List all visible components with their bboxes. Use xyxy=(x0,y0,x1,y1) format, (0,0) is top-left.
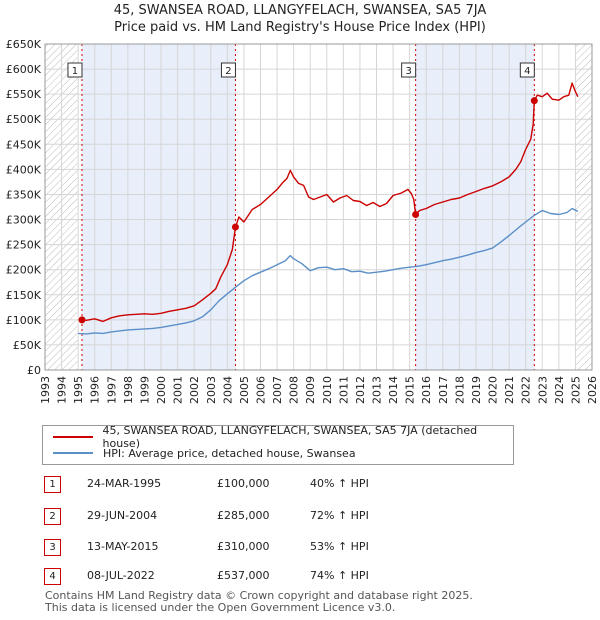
x-tick-label: 2010 xyxy=(321,376,334,404)
sale-label-number: 2 xyxy=(225,66,231,77)
sale-label-box xyxy=(67,62,83,78)
x-tick-label: 1999 xyxy=(138,376,151,404)
price-chart: 1 2 3 4 £0 £50K £100K £150K £200K £250K £300K £350… xyxy=(6,38,599,404)
x-tick-label: 1995 xyxy=(72,376,85,404)
x-tick-label: 2017 xyxy=(437,376,450,404)
x-tick-label: 2014 xyxy=(387,376,400,404)
sale-number-badge: 2 xyxy=(44,508,61,525)
y-tick-label: £0 xyxy=(27,364,41,377)
x-tick-label: 2021 xyxy=(503,376,516,404)
x-tick-label: 2001 xyxy=(172,376,185,404)
x-tick-label: 2020 xyxy=(487,376,500,404)
x-tick-label: 2025 xyxy=(569,376,582,404)
x-tick-label: 2000 xyxy=(155,376,168,404)
y-tick-label: £300K xyxy=(6,214,42,227)
y-tick-label: £500K xyxy=(6,113,42,126)
sale-date: 08-JUL-2022 xyxy=(87,569,155,582)
sale-row: 4 08-JUL-2022 £537,000 74% ↑ HPI xyxy=(42,568,542,588)
x-tick-label: 1993 xyxy=(39,376,52,404)
sale-label-number: 1 xyxy=(72,66,78,77)
y-tick-label: £50K xyxy=(13,339,42,352)
footer-copyright: Contains HM Land Registry data © Crown c… xyxy=(45,589,473,602)
sale-hpi-change: 72% ↑ HPI xyxy=(310,509,369,522)
sale-label-number: 4 xyxy=(524,66,530,77)
x-tick-label: 2003 xyxy=(205,376,218,404)
sale-row: 2 29-JUN-2004 £285,000 72% ↑ HPI xyxy=(42,508,542,528)
chart-subtitle: Price paid vs. HM Land Registry's House … xyxy=(114,20,486,35)
x-tick-label: 1998 xyxy=(122,376,135,404)
legend-item-property: 45, SWANSEA ROAD, LLANGYFELACH, SWANSEA,… xyxy=(53,424,513,450)
x-tick-label: 2013 xyxy=(371,376,384,404)
sale-hpi-change: 74% ↑ HPI xyxy=(310,569,369,582)
x-tick-label: 2011 xyxy=(337,376,350,404)
ownership-shade xyxy=(415,44,535,370)
y-tick-label: £350K xyxy=(6,188,42,201)
x-tick-label: 2006 xyxy=(254,376,267,404)
y-tick-label: £450K xyxy=(6,138,42,151)
plot-border xyxy=(44,43,593,371)
x-tick-label: 2008 xyxy=(288,376,301,404)
sale-date: 24-MAR-1995 xyxy=(87,477,162,490)
sale-row: 3 13-MAY-2015 £310,000 53% ↑ HPI xyxy=(42,539,542,559)
sale-price: £310,000 xyxy=(217,540,270,553)
x-tick-label: 1997 xyxy=(105,376,118,404)
hatched-region xyxy=(575,44,592,370)
footer-licence: This data is licensed under the Open Gov… xyxy=(45,601,396,614)
sale-point xyxy=(530,97,538,105)
y-tick-label: £650K xyxy=(6,38,42,51)
legend-label-hpi: HPI: Average price, detached house, Swan… xyxy=(103,446,356,460)
x-tick-label: 1996 xyxy=(89,376,102,404)
x-tick-label: 2009 xyxy=(304,376,317,404)
y-tick-label: £600K xyxy=(6,63,42,76)
x-tick-label: 2022 xyxy=(520,376,533,404)
legend-item-hpi: HPI: Average price, detached house, Swan… xyxy=(53,445,356,461)
x-tick-label: 2012 xyxy=(354,376,367,404)
sale-hpi-change: 40% ↑ HPI xyxy=(310,477,369,490)
x-tick-label: 2004 xyxy=(221,376,234,404)
sale-point xyxy=(412,211,420,219)
sale-price: £285,000 xyxy=(217,509,270,522)
sale-label-box xyxy=(519,62,535,78)
legend-swatch-hpi xyxy=(53,452,93,454)
sale-date: 13-MAY-2015 xyxy=(87,540,159,553)
sale-date: 29-JUN-2004 xyxy=(87,509,158,522)
chart-title: 45, SWANSEA ROAD, LLANGYFELACH, SWANSEA,… xyxy=(113,3,487,18)
x-tick-label: 2007 xyxy=(271,376,284,404)
x-tick-label: 2024 xyxy=(553,376,566,404)
x-tick-label: 2002 xyxy=(188,376,201,404)
y-tick-label: £200K xyxy=(6,264,42,277)
y-tick-label: £550K xyxy=(6,88,42,101)
sale-point xyxy=(231,223,239,231)
sale-label-box xyxy=(401,62,417,78)
sale-number-badge: 1 xyxy=(44,476,61,493)
property-price-line xyxy=(81,82,579,323)
sale-hpi-change: 53% ↑ HPI xyxy=(310,540,369,553)
legend-swatch-property xyxy=(53,436,93,438)
sale-price: £537,000 xyxy=(217,569,270,582)
y-tick-label: £250K xyxy=(6,239,42,252)
x-tick-label: 1994 xyxy=(56,376,69,404)
y-tick-label: £150K xyxy=(6,289,42,302)
legend-label-property: 45, SWANSEA ROAD, LLANGYFELACH, SWANSEA,… xyxy=(102,424,478,450)
sale-label-number: 3 xyxy=(405,66,411,77)
x-tick-label: 2019 xyxy=(470,376,483,404)
x-tick-label: 2018 xyxy=(453,376,466,404)
y-tick-label: £100K xyxy=(6,314,42,327)
ownership-shade xyxy=(81,44,236,370)
sale-label-box xyxy=(220,62,236,78)
hpi-line xyxy=(78,207,579,335)
sale-number-badge: 3 xyxy=(44,539,61,556)
sale-number-badge: 4 xyxy=(44,568,61,585)
x-tick-label: 2016 xyxy=(420,376,433,404)
sale-point xyxy=(78,316,86,324)
sale-price: £100,000 xyxy=(217,477,270,490)
x-tick-label: 2005 xyxy=(238,376,251,404)
y-tick-label: £400K xyxy=(6,163,42,176)
x-tick-label: 2023 xyxy=(536,376,549,404)
sale-row: 1 24-MAR-1995 £100,000 40% ↑ HPI xyxy=(42,476,542,496)
legend: 45, SWANSEA ROAD, LLANGYFELACH, SWANSEA,… xyxy=(42,424,514,465)
x-tick-label: 2026 xyxy=(586,376,599,404)
x-tick-label: 2015 xyxy=(404,376,417,404)
